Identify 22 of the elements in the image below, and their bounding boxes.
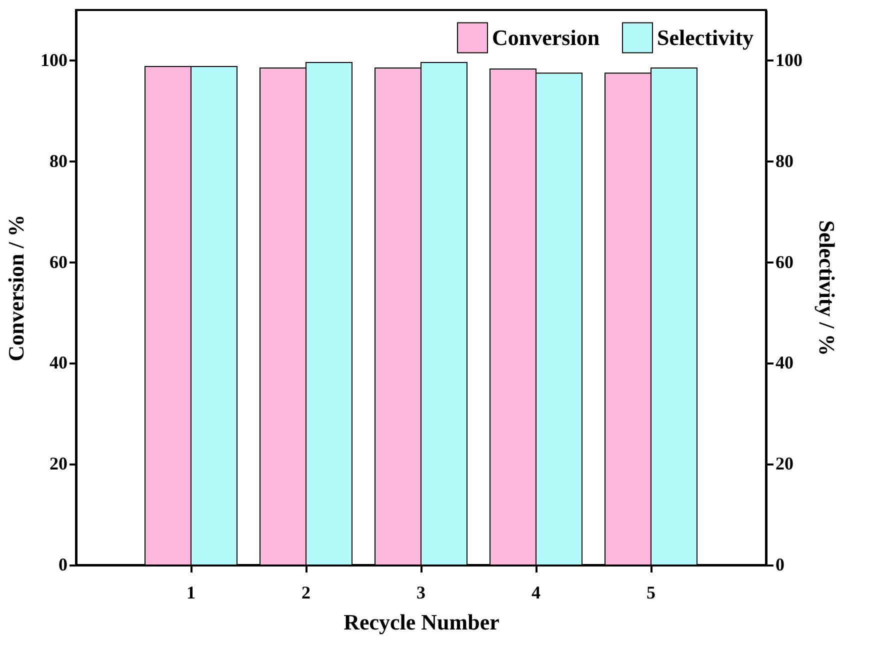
y2-axis-title: Selectivity / % — [814, 220, 840, 356]
y2-tick-label: 100 — [776, 50, 802, 70]
y2-tick-label: 80 — [776, 150, 794, 171]
y2-tick-label: 0 — [776, 554, 784, 574]
y-axis-title: Conversion / % — [4, 214, 28, 362]
y-tick-label: 0 — [58, 554, 68, 574]
x-tick-label: 3 — [416, 582, 426, 602]
y-tick-label: 100 — [40, 50, 68, 70]
y-tick-label: 80 — [50, 150, 68, 171]
y2-tick-label: 60 — [776, 252, 794, 272]
x-axis-title: Recycle Number — [344, 610, 500, 634]
legend-label: Conversion — [492, 24, 600, 50]
x-tick-label: 4 — [532, 582, 540, 602]
y2-tick-label: 20 — [776, 454, 794, 474]
y2-tick-label: 40 — [776, 352, 794, 373]
x-tick-label: 1 — [186, 582, 196, 602]
y-tick-label: 20 — [50, 454, 68, 474]
x-tick-label: 5 — [646, 582, 656, 602]
legend-label: Selectivity — [657, 24, 754, 50]
y-tick-label: 60 — [50, 252, 68, 272]
x-tick-label: 2 — [302, 582, 310, 602]
y-tick-label: 40 — [50, 352, 68, 373]
